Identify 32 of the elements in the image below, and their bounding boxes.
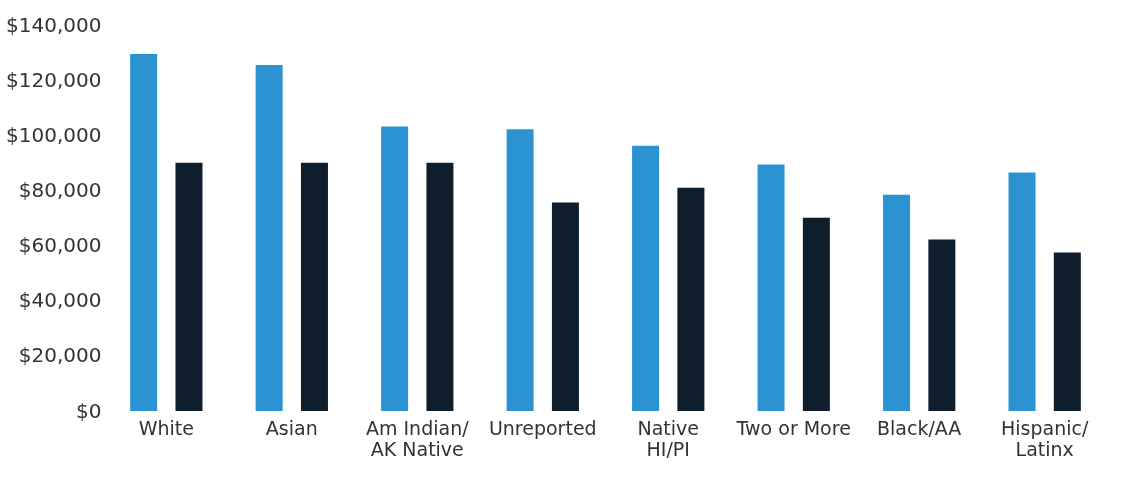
x-tick-label: Am Indian/ AK Native	[365, 416, 470, 460]
y-tick-label: $20,000	[18, 343, 102, 368]
bar	[506, 129, 534, 411]
x-tick-label: Black/AA	[877, 416, 962, 439]
y-tick-label: $100,000	[6, 122, 102, 147]
x-tick-label: Two or More	[735, 416, 851, 439]
x-tick-label: White	[138, 416, 194, 439]
y-tick-label: $120,000	[6, 67, 102, 92]
bar	[928, 239, 956, 411]
bar	[381, 126, 409, 411]
bar	[175, 162, 203, 411]
bar	[757, 164, 785, 411]
bar	[1008, 172, 1036, 411]
x-tick-label: Hispanic/ Latinx	[1001, 416, 1089, 460]
y-tick-label: $140,000	[6, 12, 102, 37]
bar	[677, 187, 705, 411]
x-tick-label: Native HI/PI	[637, 416, 699, 460]
x-tick-label: Unreported	[488, 416, 597, 439]
y-tick-label: $80,000	[18, 177, 102, 202]
bar	[300, 162, 328, 411]
bar	[426, 162, 454, 411]
y-tick-label: $60,000	[18, 233, 102, 258]
x-tick-label: Asian	[265, 416, 318, 439]
bar	[130, 53, 158, 411]
bar	[551, 202, 579, 411]
bar	[1053, 252, 1081, 411]
bar	[632, 145, 660, 411]
bar	[802, 217, 830, 411]
bar	[255, 64, 283, 411]
y-tick-label: $40,000	[18, 288, 102, 313]
y-tick-label: $0	[76, 398, 102, 423]
bar	[883, 194, 911, 411]
